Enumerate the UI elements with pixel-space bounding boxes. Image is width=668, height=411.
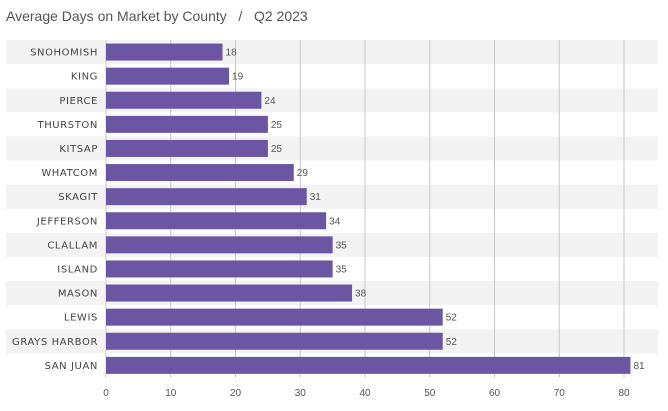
bar: [106, 236, 333, 254]
category-label: KING: [71, 72, 98, 83]
bar: [106, 260, 333, 278]
x-tick-label: 10: [165, 388, 177, 399]
value-label: 35: [336, 264, 348, 275]
bar: [106, 164, 294, 182]
value-label: 34: [329, 216, 341, 227]
x-tick-label: 20: [230, 388, 242, 399]
category-label: LEWIS: [64, 313, 98, 324]
category-label: THURSTON: [36, 120, 98, 131]
bar: [106, 212, 327, 230]
x-tick-label: 0: [103, 388, 109, 399]
value-label: 24: [264, 96, 276, 107]
title-separator: /: [238, 8, 243, 24]
category-label: MASON: [58, 289, 98, 300]
category-label: SKAGIT: [58, 192, 98, 203]
value-label: 29: [297, 168, 309, 179]
bar: [106, 91, 262, 109]
bar: [106, 284, 353, 302]
x-tick-label: 70: [554, 388, 566, 399]
category-label: CLALLAM: [47, 240, 98, 251]
row-stripes: [6, 40, 658, 354]
category-label: PIERCE: [59, 96, 98, 107]
subtitle-text: Q2 2023: [253, 8, 308, 24]
row-stripe: [6, 88, 658, 113]
bars: [106, 43, 631, 374]
value-label: 38: [355, 289, 367, 300]
x-tick-label: 30: [295, 388, 307, 399]
category-label: SNOHOMISH: [30, 48, 98, 59]
category-label: ISLAND: [57, 264, 98, 275]
bar: [106, 356, 631, 374]
category-labels: SNOHOMISH KING PIERCE THURSTON KITSAP WHATCOM…: [12, 48, 98, 372]
value-label: 18: [226, 48, 238, 59]
x-tick-label: 40: [359, 388, 371, 399]
bar: [106, 139, 268, 157]
value-label: 52: [446, 313, 458, 324]
bar: [106, 115, 268, 133]
value-label: 35: [336, 240, 348, 251]
category-label: KITSAP: [59, 144, 98, 155]
row-stripe: [6, 40, 658, 65]
value-label: 25: [271, 144, 283, 155]
bar: [106, 43, 223, 61]
row-stripe: [6, 184, 658, 209]
title-text: Average Days on Market by County: [6, 8, 227, 24]
x-tick-label: 50: [424, 388, 436, 399]
bar: [106, 332, 443, 350]
x-tick-label: 80: [618, 388, 630, 399]
value-label: 19: [232, 72, 244, 83]
x-tick-label: 60: [489, 388, 501, 399]
value-label: 31: [310, 192, 322, 203]
category-label: JEFFERSON: [36, 216, 98, 227]
category-label: SAN JUAN: [45, 361, 98, 372]
value-label: 52: [446, 337, 458, 348]
bar: [106, 188, 307, 206]
category-label: WHATCOM: [41, 168, 98, 179]
bar: [106, 308, 443, 326]
x-axis-ticks: 0 10 20 30 40 50 60 70 80: [103, 388, 630, 399]
row-stripe: [6, 136, 658, 161]
category-label: GRAYS HARBOR: [12, 337, 98, 348]
chart-title: Average Days on Market by County / Q2 20…: [6, 8, 308, 24]
value-label: 25: [271, 120, 283, 131]
bar: [106, 67, 230, 85]
value-labels: 18 19 24 25 25 29 31 34 35 35 38 52 52 81: [226, 48, 645, 372]
value-label: 81: [633, 361, 645, 372]
